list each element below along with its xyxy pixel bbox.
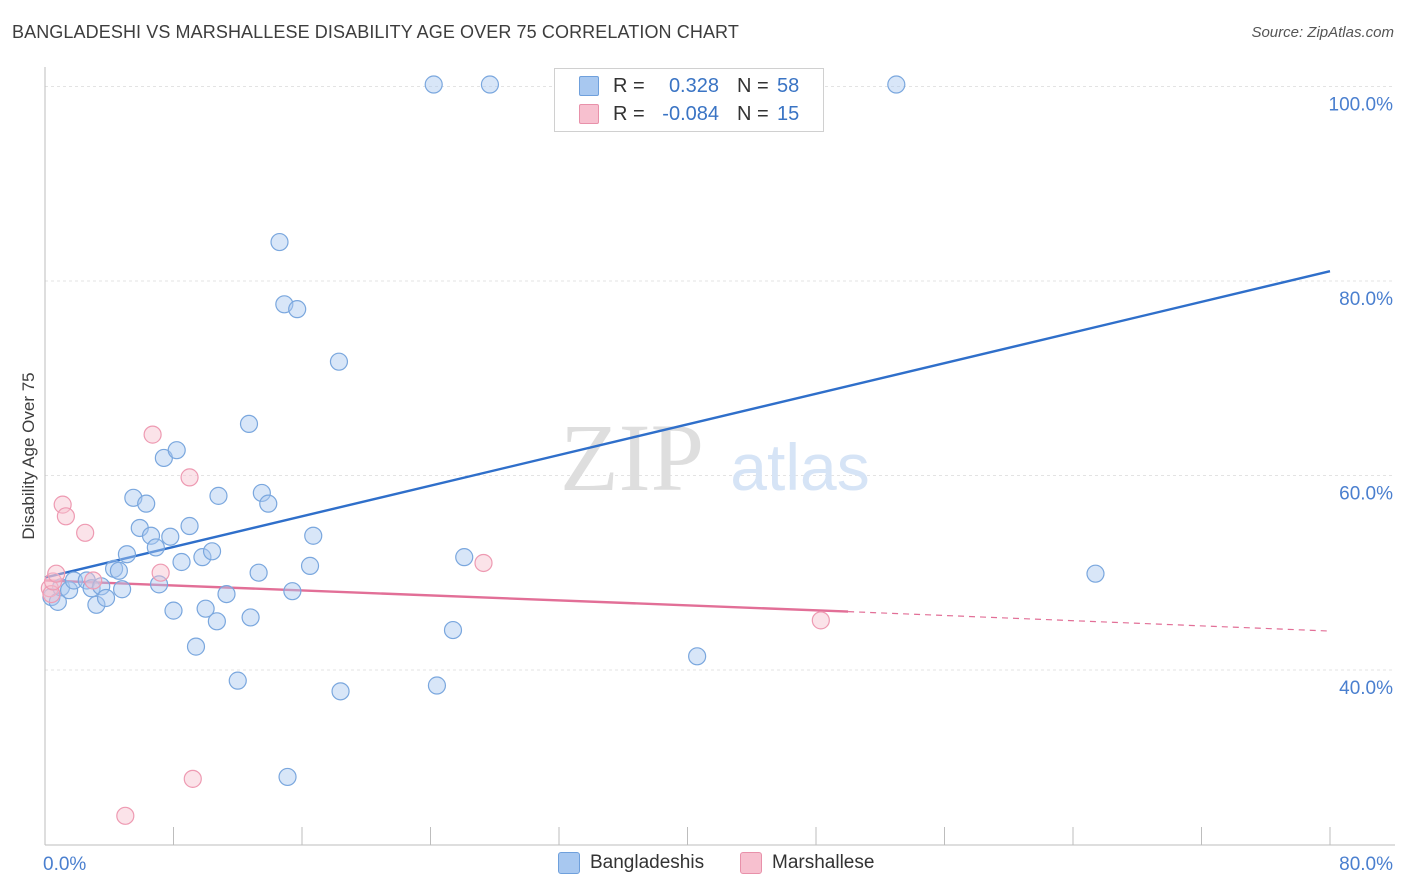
- bangladeshi-point: [329, 352, 349, 371]
- bangladeshi-point: [202, 542, 222, 561]
- bangladeshi-point: [180, 516, 199, 536]
- y-tick-label: 80.0%: [1339, 289, 1393, 310]
- legend-n-value: 15: [777, 102, 800, 125]
- x-tick-label: 80.0%: [1339, 854, 1393, 875]
- points-layer: [40, 75, 1105, 825]
- legend-swatch-bangladeshis: [558, 852, 580, 874]
- legend-label-marshallese: Marshallese: [772, 852, 875, 873]
- marshallese-point: [151, 563, 170, 582]
- correlation-legend: R = 0.328 N = 58 R = -0.084 N = 15: [554, 68, 824, 132]
- watermark-zip: ZIP: [560, 404, 704, 511]
- bangladeshi-point: [300, 556, 320, 575]
- bangladeshi-point: [455, 548, 474, 567]
- legend-row-bangladeshis: R = 0.328 N = 58: [579, 73, 799, 99]
- bangladeshi-point: [172, 552, 191, 572]
- legend-n-label: N =: [737, 102, 769, 125]
- chart-title: BANGLADESHI VS MARSHALLESE DISABILITY AG…: [12, 22, 739, 42]
- legend-item-bangladeshis[interactable]: Bangladeshis: [558, 852, 704, 874]
- trend-layer: [44, 270, 1331, 632]
- chart-source: Source: ZipAtlas.com: [1251, 24, 1394, 41]
- marshallese-point: [116, 806, 135, 825]
- marshallese-point: [47, 564, 66, 583]
- bangladeshi-point: [217, 584, 236, 604]
- bangladeshi-point: [424, 75, 443, 94]
- bangladeshi-point: [443, 620, 463, 640]
- y-tick-label: 100.0%: [1329, 94, 1394, 115]
- y-axis-title: Disability Age Over 75: [19, 372, 38, 539]
- bangladeshi-point: [167, 441, 186, 460]
- bangladeshi-point: [228, 671, 247, 690]
- marshallese-point: [53, 495, 72, 514]
- grid-layer: [45, 85, 1395, 671]
- bangladeshi-point: [331, 682, 350, 701]
- bangladeshi-point: [96, 588, 116, 608]
- bangladeshi-point: [164, 601, 183, 620]
- marshallese-point: [180, 468, 199, 487]
- legend-n-value: 58: [777, 74, 800, 97]
- marshallese-trend-extension: [848, 611, 1331, 632]
- bangladeshi-point: [249, 563, 268, 582]
- bangladeshi-point: [239, 414, 259, 434]
- legend-row-marshallese: R = -0.084 N = 15: [579, 101, 799, 127]
- series-legend: Bangladeshis Marshallese: [0, 852, 1406, 878]
- bangladeshi-point: [207, 612, 226, 631]
- bangladeshi-point: [278, 767, 297, 787]
- bangladeshi-point: [427, 676, 447, 695]
- marshallese-point: [811, 611, 830, 630]
- bangladeshi-point: [887, 75, 906, 94]
- y-tick-label: 60.0%: [1339, 483, 1393, 504]
- axis-layer: [44, 67, 1395, 846]
- bangladeshi-point: [112, 580, 132, 599]
- bangladeshi-point: [161, 527, 180, 546]
- bangladeshi-point: [688, 647, 707, 666]
- marshallese-point: [143, 425, 162, 444]
- x-tick-label: 0.0%: [43, 854, 86, 875]
- bangladeshi-point: [193, 548, 212, 567]
- bangladeshi-point: [141, 526, 161, 545]
- legend-r-label: R =: [613, 102, 645, 125]
- bangladeshi-point: [59, 581, 79, 600]
- bangladeshi-point: [87, 595, 106, 614]
- bangladeshi-point: [146, 538, 165, 557]
- bangladeshi-point: [259, 494, 278, 513]
- marshallese-point: [76, 523, 95, 542]
- watermark: ZIP atlas: [560, 404, 870, 511]
- bangladeshi-trend-line: [44, 270, 1331, 579]
- marshallese-point: [56, 507, 75, 526]
- legend-r-value: -0.084: [662, 102, 719, 125]
- legend-item-marshallese[interactable]: Marshallese: [740, 852, 874, 874]
- legend-swatch-marshallese: [579, 104, 599, 124]
- bangladeshi-point: [288, 300, 307, 319]
- bangladeshi-point: [186, 637, 206, 656]
- bangladeshi-point: [304, 526, 323, 545]
- y-tick-label: 40.0%: [1339, 678, 1393, 699]
- legend-n-label: N =: [737, 74, 769, 97]
- marshallese-point: [84, 571, 103, 590]
- bangladeshi-point: [209, 486, 228, 505]
- legend-swatch-bangladeshis: [579, 76, 599, 96]
- bangladeshi-point: [241, 608, 260, 627]
- bangladeshi-point: [196, 599, 215, 618]
- bangladeshi-point: [252, 483, 271, 503]
- bangladeshi-point: [270, 232, 289, 252]
- bangladeshi-point: [283, 582, 302, 601]
- legend-r-value: 0.328: [668, 74, 719, 97]
- legend-r-label: R =: [613, 74, 645, 97]
- bangladeshi-point: [149, 575, 169, 594]
- marshallese-point: [183, 769, 202, 788]
- bangladeshi-point: [117, 545, 137, 564]
- bangladeshi-point: [109, 561, 128, 580]
- bangladeshi-point: [137, 494, 156, 513]
- marshallese-trend-line: [44, 579, 849, 613]
- watermark-atlas: atlas: [730, 430, 869, 504]
- bangladeshi-point: [64, 571, 84, 590]
- legend-swatch-marshallese: [740, 852, 762, 874]
- labels-layer: Disability Age Over 75 40.0% 60.0% 80.0% 100…: [19, 94, 1393, 875]
- legend-label-bangladeshis: Bangladeshis: [590, 852, 705, 873]
- bangladeshi-point: [480, 75, 500, 94]
- marshallese-point: [474, 553, 493, 573]
- bangladeshi-point: [1086, 564, 1105, 583]
